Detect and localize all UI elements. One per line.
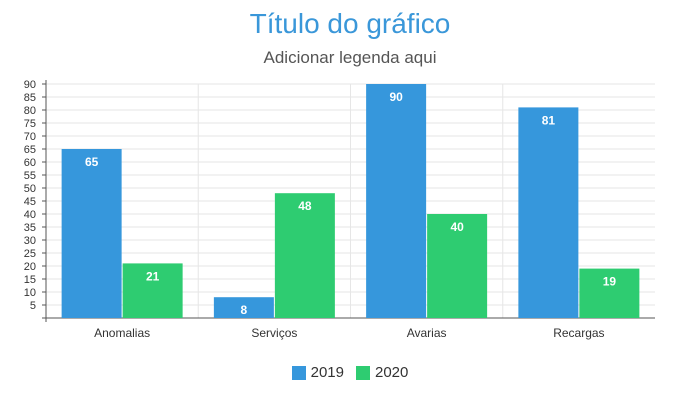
- bar-2019-0: [61, 149, 122, 318]
- y-tick-label: 55: [24, 170, 36, 182]
- y-tick-label: 40: [24, 209, 36, 221]
- bar-2020-2: [427, 214, 488, 318]
- y-tick-label: 35: [24, 222, 36, 234]
- y-tick-label: 80: [24, 105, 36, 117]
- legend: 2019 2020: [0, 364, 700, 381]
- y-tick-label: 20: [24, 261, 36, 273]
- chart-title: Título do gráfico: [249, 8, 451, 39]
- data-label: 21: [146, 269, 160, 283]
- y-tick-label: 10: [24, 287, 36, 299]
- y-tick-label: 5: [30, 300, 36, 312]
- data-label: 19: [603, 275, 617, 289]
- data-label: 81: [542, 113, 556, 127]
- y-tick-label: 60: [24, 157, 36, 169]
- bar-2020-3: [579, 268, 640, 318]
- bar-2020-0: [122, 263, 183, 318]
- bar-2019-2: [366, 84, 427, 318]
- legend-label-2020: 2020: [375, 364, 409, 381]
- x-tick-label: Anomalias: [94, 326, 150, 340]
- bar-2020-1: [274, 193, 335, 318]
- data-label: 8: [241, 303, 248, 317]
- data-label: 40: [450, 220, 464, 234]
- bar-2019-3: [518, 107, 579, 319]
- data-label: 90: [389, 90, 403, 104]
- bar-2019-1: [213, 297, 274, 318]
- y-tick-label: 85: [24, 92, 36, 104]
- legend-swatch-2019: [291, 365, 306, 380]
- x-tick-label: Serviços: [251, 326, 297, 340]
- y-tick-label: 90: [24, 79, 36, 91]
- y-tick-label: 15: [24, 274, 36, 286]
- legend-label-2019: 2019: [310, 364, 344, 381]
- legend-swatch-2020: [356, 365, 370, 380]
- y-tick-label: 50: [24, 183, 36, 195]
- chart-subtitle: Adicionar legenda aqui: [263, 48, 437, 67]
- y-tick-label: 65: [24, 144, 36, 156]
- y-tick-label: 75: [24, 118, 36, 130]
- data-label: 48: [298, 199, 312, 213]
- y-tick-label: 70: [24, 131, 36, 143]
- y-tick-label: 45: [24, 196, 36, 208]
- x-tick-label: Recargas: [553, 326, 604, 340]
- legend-item-2019[interactable]: 2019: [291, 364, 344, 381]
- x-tick-label: Avarias: [407, 326, 447, 340]
- legend-item-2020[interactable]: 2020: [356, 364, 408, 381]
- y-tick-label: 30: [24, 235, 36, 247]
- data-label: 65: [85, 155, 99, 169]
- y-tick-label: 25: [24, 248, 36, 260]
